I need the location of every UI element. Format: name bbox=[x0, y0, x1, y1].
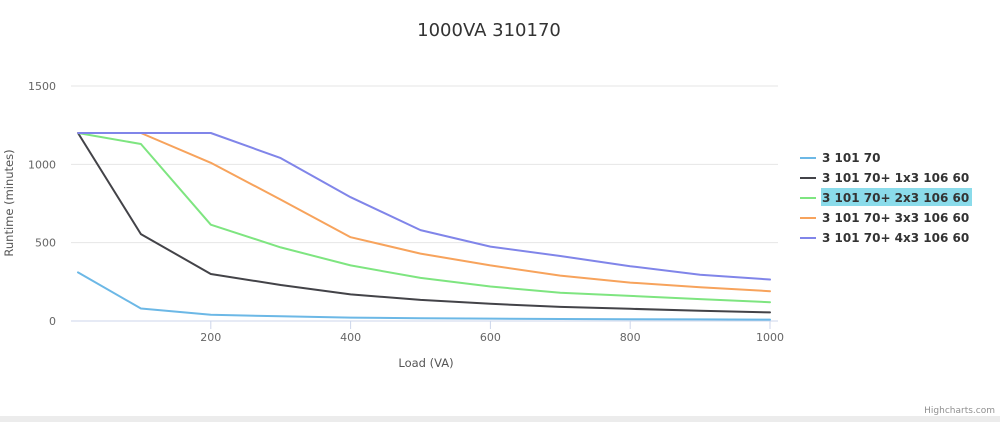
x-tick-label: 1000 bbox=[756, 331, 784, 344]
legend-label: 3 101 70+ 3x3 106 60 bbox=[822, 211, 969, 225]
series-line-2[interactable] bbox=[77, 132, 771, 314]
legend-label: 3 101 70+ 4x3 106 60 bbox=[822, 231, 969, 245]
legend-label: 3 101 70+ 2x3 106 60 bbox=[822, 191, 969, 205]
legend-item-3[interactable]: 3 101 70+ 2x3 106 60 bbox=[800, 188, 972, 206]
legend: 3 101 70 3 101 70+ 1x3 106 60 3 101 70+ 2x… bbox=[800, 151, 972, 245]
y-tick-label: 1500 bbox=[28, 80, 56, 93]
credits-link[interactable]: Highcharts.com bbox=[924, 406, 995, 416]
series-lines bbox=[77, 132, 771, 321]
y-tick-label: 0 bbox=[49, 315, 56, 328]
x-tick-label: 400 bbox=[340, 331, 361, 344]
legend-label: 3 101 70 bbox=[822, 151, 880, 165]
x-tick-label: 200 bbox=[200, 331, 221, 344]
legend-item-5[interactable]: 3 101 70+ 4x3 106 60 bbox=[800, 231, 969, 245]
x-axis-title: Load (VA) bbox=[398, 356, 453, 370]
series-line-3[interactable] bbox=[77, 132, 771, 304]
x-tick-label: 600 bbox=[480, 331, 501, 344]
legend-item-2[interactable]: 3 101 70+ 1x3 106 60 bbox=[800, 171, 969, 185]
x-tick-label: 800 bbox=[620, 331, 641, 344]
legend-item-1[interactable]: 3 101 70 bbox=[800, 151, 880, 165]
series-line-4[interactable] bbox=[77, 132, 771, 293]
y-tick-label: 500 bbox=[35, 237, 56, 250]
series-line-1[interactable] bbox=[77, 271, 771, 321]
legend-highlight bbox=[821, 188, 972, 206]
y-tick-label: 1000 bbox=[28, 158, 56, 171]
y-axis-title: Runtime (minutes) bbox=[2, 149, 16, 256]
legend-item-4[interactable]: 3 101 70+ 3x3 106 60 bbox=[800, 211, 969, 225]
chart-title: 1000VA 310170 bbox=[417, 20, 561, 41]
axes: 0 500 1000 1500 200 400 600 800 1000 bbox=[28, 80, 784, 344]
footer-bar bbox=[0, 416, 1000, 422]
series-line-5[interactable] bbox=[77, 132, 771, 281]
legend-label: 3 101 70+ 1x3 106 60 bbox=[822, 171, 969, 185]
